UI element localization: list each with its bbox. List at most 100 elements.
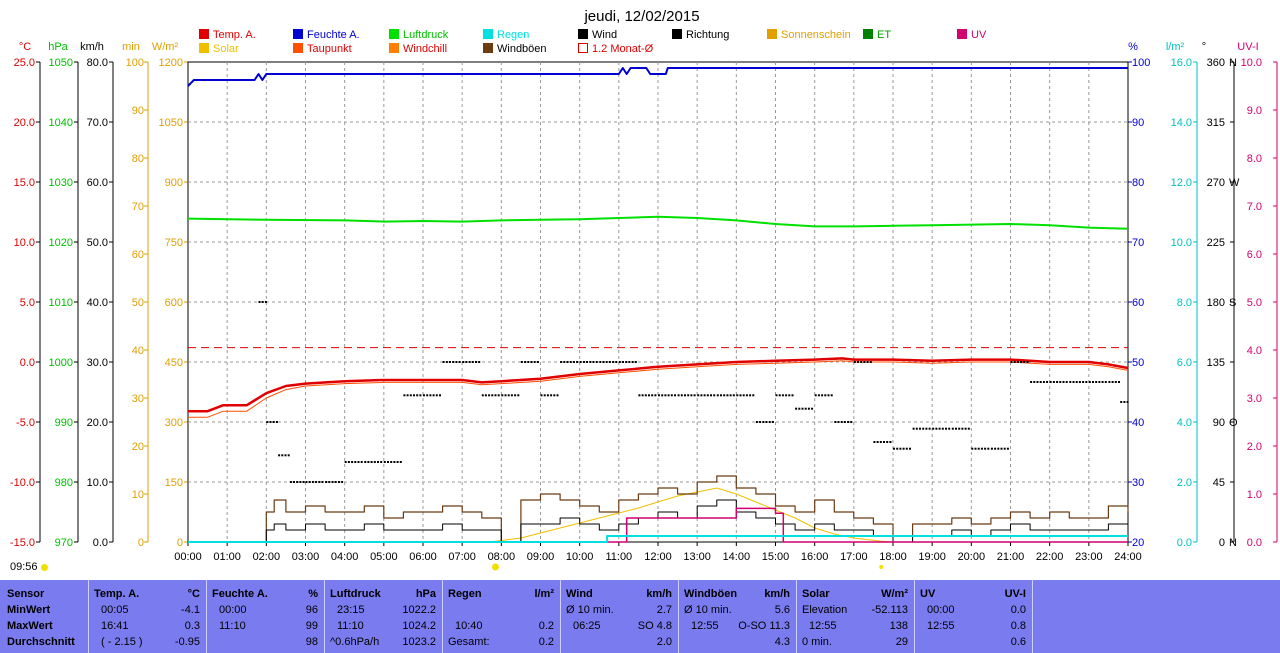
richtung-point [873,441,876,443]
richtung-point [281,454,284,457]
wind-unit: km/h [646,588,672,600]
richtung-point [507,394,510,397]
richtung-point [807,407,810,410]
richtung-point [296,481,299,483]
richtung-point [426,394,429,397]
richtung-point [403,394,406,397]
richtung-point [971,447,974,450]
richtung-point [569,361,572,363]
min-axis-tick-label: 100 [126,57,144,69]
pct-axis-tick-label: 20 [1132,537,1144,549]
richtung-point [919,427,921,430]
kmh-axis-tick-label: 70.0 [87,117,108,129]
richtung-point [1033,381,1036,383]
solar-title: Solar [802,588,830,600]
x-tick-label: 00:00 [174,551,202,563]
richtung-point [370,461,373,463]
richtung-point [843,421,846,423]
temp-axis-tick-label: 5.0 [20,297,35,309]
hpa-axis-tick-label: 1020 [49,237,73,249]
richtung-point [380,461,383,463]
deg-axis-dir-label: W [1229,177,1240,189]
richtung-point [595,361,598,363]
series-luftdruck [187,215,1129,230]
legend-label: Wind [592,29,617,41]
hpa-axis-tick-label: 990 [55,417,73,429]
temp-axis-tick-label: 0.0 [20,357,35,369]
richtung-point [272,421,275,423]
legend-swatch [578,43,588,53]
uv-title: UV [920,588,936,600]
richtung-point [393,461,396,463]
uvi-axis-tick-label: 5.0 [1247,297,1262,309]
richtung-point [536,361,539,363]
richtung-point [964,427,967,430]
richtung-point [278,454,281,457]
solar-max: 138 [889,620,908,632]
richtung-point [732,394,735,397]
richtung-point [834,421,837,423]
richtung-point [1003,447,1006,450]
richtung-point [258,301,261,303]
richtung-point [289,481,292,483]
richtung-point [442,361,445,363]
richtung-point [893,447,895,450]
deg-axis-tick-label: 90 [1213,417,1225,429]
richtung-point [419,394,422,397]
lm2-axis-tick-label: 14.0 [1171,117,1192,129]
x-tick-label: 06:00 [409,551,437,563]
weather-chart: jeudi, 12/02/2015 Temp. A. Feuchte A. Luft… [10,8,1278,571]
uv-min: 0.0 [1010,604,1026,616]
legend-label: Regen [497,29,529,41]
richtung-point [1118,381,1120,383]
richtung-point [334,481,337,483]
richtung-point [287,454,290,457]
richtung-point [409,394,412,397]
richtung-point [625,361,628,363]
richtung-point [994,447,997,450]
kmh-axis-tick-label: 0.0 [93,537,108,549]
min-axis-tick-label: 20 [132,441,144,453]
richtung-point [912,427,915,430]
richtung-point [847,421,850,423]
legend-swatch [199,43,209,53]
x-tick-label: 13:00 [683,551,711,563]
richtung-point [504,394,507,397]
richtung-point [723,394,726,397]
stats-col-windboen: Windböen km/h Ø 10 min. 5.6 12:55 O-SO 1… [678,580,796,653]
deg-axis-tick-label: 180 [1207,297,1225,309]
wm2-axis-tick-label: 600 [165,297,183,309]
richtung-point [755,421,758,423]
deg-axis-tick-label: 270 [1207,177,1225,189]
richtung-point [612,361,615,363]
richtung-point [305,481,308,483]
richtung-point [651,394,654,397]
richtung-point [589,361,592,363]
x-tick-label: 09:00 [527,551,555,563]
wind-min-label: Ø 10 min. [566,604,614,616]
richtung-point [455,361,458,363]
richtung-point [520,361,523,363]
regen-max-time: 10:40 [455,620,483,632]
deg-axis-dir-label: O [1229,417,1238,429]
richtung-point [863,361,866,363]
richtung-point [550,394,553,397]
richtung-point [341,481,344,483]
richtung-point [1104,381,1107,383]
richtung-point [608,361,611,363]
richtung-point [387,461,389,463]
luftdruck-title: Luftdruck [330,588,381,600]
temp-max-time: 16:41 [101,620,129,632]
richtung-point [720,394,722,397]
regen-max: 0.2 [538,620,554,632]
pct-axis-tick-label: 60 [1132,297,1144,309]
kmh-axis-tick-label: 10.0 [87,477,108,489]
richtung-point [586,361,589,363]
richtung-point [745,394,748,397]
richtung-point [896,447,899,450]
x-tick-label: 04:00 [331,551,359,563]
temp-max: 0.3 [184,620,200,632]
richtung-point [915,427,918,430]
wm2-axis-tick-label: 900 [165,177,183,189]
solar-elevation: -52.113 [871,604,909,616]
